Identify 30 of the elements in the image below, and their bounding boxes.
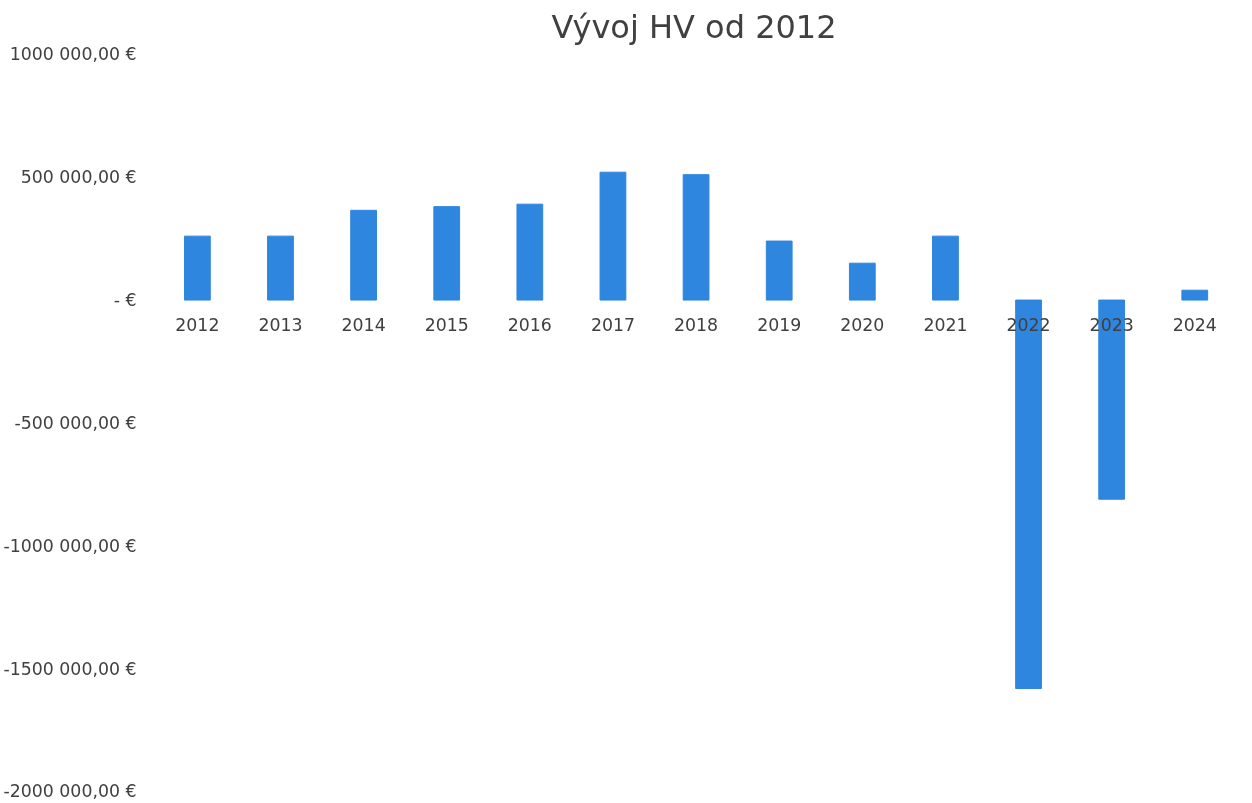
x-tick-label: 2017 [590, 315, 636, 336]
bar [682, 174, 710, 301]
bar [599, 171, 627, 301]
bar [516, 203, 544, 301]
bar [765, 240, 793, 301]
y-tick-label: -1000 000,00 € [3, 535, 137, 556]
x-tick-label: 2018 [674, 315, 719, 336]
y-tick-label: - € [113, 290, 137, 311]
y-tick-label: 1000 000,00 € [9, 44, 137, 65]
chart-title: Vývoj HV od 2012 [551, 7, 837, 46]
bar [848, 262, 876, 301]
x-tick-label: 2016 [507, 315, 552, 336]
y-tick-label: -1500 000,00 € [3, 658, 137, 679]
x-tick-label: 2020 [840, 315, 885, 336]
y-tick-label: -500 000,00 € [14, 413, 137, 433]
x-tick-label: 2014 [341, 315, 386, 336]
bar [1181, 289, 1209, 301]
x-tick-label: 2021 [923, 315, 968, 336]
x-tick-label: 2013 [258, 315, 303, 336]
bar [433, 206, 461, 301]
bar [267, 235, 294, 301]
bar [932, 235, 959, 301]
bar [350, 209, 377, 301]
y-tick-label: -2000 000,00 € [3, 780, 137, 801]
bar [183, 235, 211, 301]
x-tick-label: 2024 [1172, 315, 1217, 336]
y-tick-label: 500 000,00 € [20, 167, 137, 188]
x-tick-label: 2012 [175, 315, 220, 336]
x-tick-label: 2015 [424, 315, 469, 336]
x-tick-label: 2019 [757, 315, 802, 336]
